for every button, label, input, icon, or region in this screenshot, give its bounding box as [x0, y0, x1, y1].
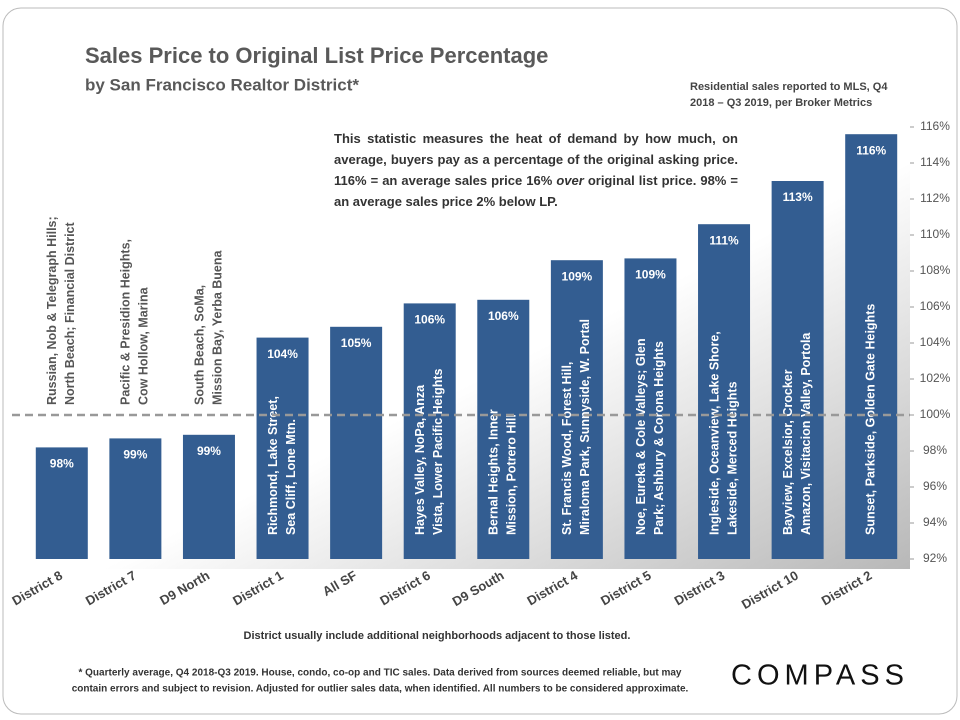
- bar-neighborhood-label: North Beach; Financial District: [63, 221, 77, 405]
- value-label: 105%: [341, 336, 372, 350]
- bar-neighborhood-label: Mission Bay, Yerba Buena: [210, 249, 224, 405]
- bar: [550, 260, 603, 559]
- bar-neighborhood-label: Pacific & Presidion Heights,: [119, 239, 133, 405]
- annotation-text: over: [556, 173, 584, 188]
- bar: [403, 303, 456, 559]
- value-label: 109%: [562, 269, 593, 283]
- bar-neighborhood-label: Bayview, Excelsior, Crocker: [781, 369, 795, 535]
- y-tick-label: 106%: [920, 299, 951, 313]
- value-label: 111%: [709, 233, 739, 247]
- y-tick-label: 92%: [923, 551, 947, 565]
- bar-neighborhood-label: Sunset, Parkside, Golden Gate Heights: [864, 304, 878, 535]
- y-tick-label: 98%: [923, 443, 947, 457]
- value-label: 99%: [123, 448, 147, 462]
- bar-neighborhood-label: Richmond, Lake Street,: [266, 396, 280, 535]
- bar-neighborhood-label: Vista, Lower Pacific Heights: [431, 368, 445, 535]
- bar-neighborhood-label: Lakeside, Merced Heights: [725, 381, 739, 535]
- bar: [477, 299, 530, 559]
- y-tick-label: 112%: [920, 191, 950, 205]
- bar: [256, 337, 309, 559]
- footnote: contain errors and subject to revision. …: [72, 684, 689, 695]
- source-note: 2018 – Q3 2019, per Broker Metrics: [690, 97, 872, 109]
- bar: [109, 438, 162, 559]
- bar-neighborhood-label: Hayes Valley, NoPa, Anza: [413, 384, 427, 535]
- bar: [182, 434, 235, 559]
- bar-neighborhood-label: Ingleside, Oceanview, Lake Shore,: [707, 331, 721, 535]
- annotation-box: [327, 124, 745, 208]
- bar-neighborhood-label: Bernal Heights, Inner: [487, 409, 501, 535]
- bar-neighborhood-label: Mission, Potrero Hill: [505, 414, 519, 535]
- footnote: * Quarterly average, Q4 2018-Q3 2019. Ho…: [78, 668, 681, 679]
- y-tick-label: 114%: [920, 155, 950, 169]
- value-label: 109%: [635, 268, 666, 282]
- annotation: This statistic measures the heat of dema…: [334, 128, 738, 212]
- bar-neighborhood-label: St. Francis Wood, Forest Hill,: [560, 362, 574, 535]
- bar-neighborhood-label: South Beach, SoMa,: [192, 285, 206, 405]
- y-tick-label: 96%: [923, 479, 947, 493]
- axis-note: District usually include additional neig…: [244, 630, 631, 642]
- bar-neighborhood-label: Miraloma Park, Sunnyside, W. Portal: [578, 319, 592, 535]
- bar-neighborhood-label: Russian, Nob & Telegraph Hills;: [45, 216, 59, 405]
- y-tick-label: 116%: [920, 119, 950, 133]
- value-label: 104%: [267, 347, 298, 361]
- bar: [771, 181, 824, 559]
- source-note: Residential sales reported to MLS, Q4: [690, 81, 888, 93]
- value-label: 116%: [856, 143, 886, 157]
- bar: [698, 224, 751, 559]
- y-tick-label: 102%: [920, 371, 951, 385]
- brand-logo: COMPASS: [731, 660, 909, 692]
- bar: [624, 258, 677, 559]
- bar-neighborhood-label: Noe, Eureka & Cole Valleys; Glen: [634, 338, 648, 535]
- y-tick-label: 94%: [923, 515, 947, 529]
- chart-title: Sales Price to Original List Price Perce…: [85, 43, 548, 68]
- bar-neighborhood-label: Park; Ashbury & Corona Heights: [652, 341, 666, 535]
- value-label: 106%: [414, 313, 445, 327]
- bar-neighborhood-label: Sea Cliff, Lone Mtn.: [284, 419, 298, 535]
- annotation-text: This statistic measures the heat of dema…: [334, 131, 738, 188]
- bar: [845, 134, 898, 559]
- chart-subtitle: by San Francisco Realtor District*: [85, 75, 359, 94]
- annotation-text: original list price. 98% = an average sa…: [334, 173, 738, 209]
- y-tick-label: 100%: [920, 407, 951, 421]
- value-label: 113%: [783, 190, 813, 204]
- bar-neighborhood-label: Amazon, Visitacion Valley, Portola: [799, 332, 813, 535]
- bar: [330, 326, 383, 559]
- y-tick-label: 108%: [920, 263, 951, 277]
- value-label: 98%: [50, 457, 74, 471]
- value-label: 99%: [197, 444, 221, 458]
- bar-neighborhood-label: Cow Hollow, Marina: [137, 286, 151, 405]
- bar: [35, 447, 88, 559]
- y-tick-label: 104%: [920, 335, 951, 349]
- value-label: 106%: [488, 309, 519, 323]
- y-tick-label: 110%: [920, 227, 950, 241]
